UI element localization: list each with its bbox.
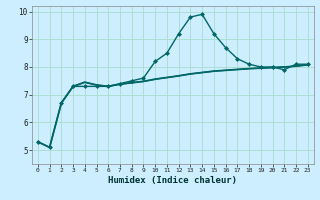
X-axis label: Humidex (Indice chaleur): Humidex (Indice chaleur) (108, 176, 237, 185)
